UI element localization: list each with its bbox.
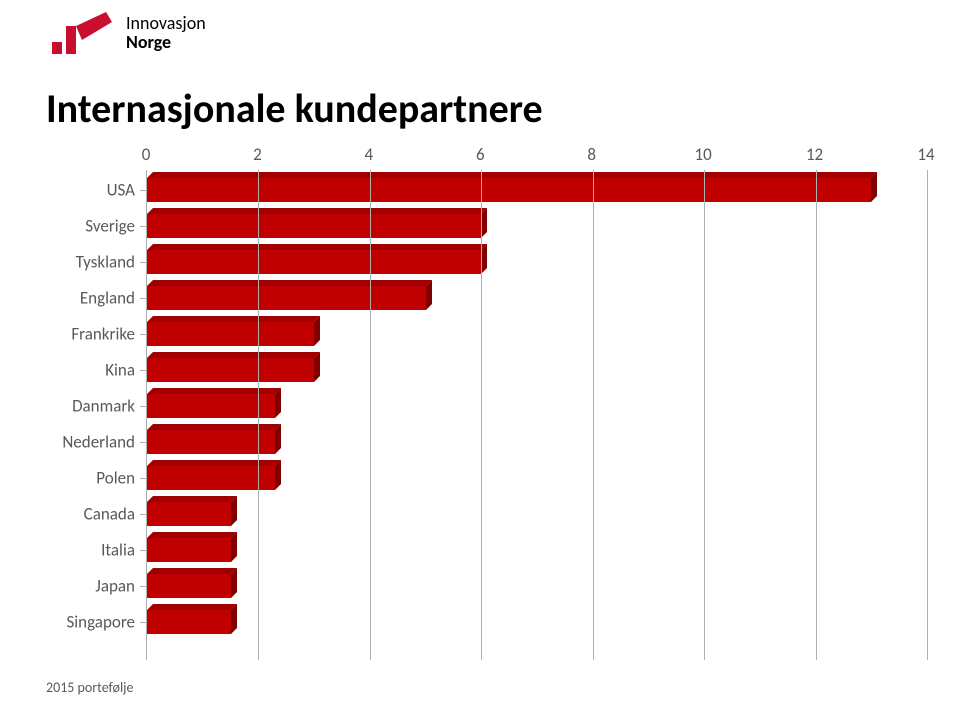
x-tick-label: 4	[365, 144, 374, 165]
y-tick	[140, 586, 147, 587]
bar	[147, 574, 237, 598]
bar-side-face	[275, 460, 281, 490]
bar	[147, 538, 237, 562]
bar-rows: USASverigeTysklandEnglandFrankrikeKinaDa…	[147, 170, 926, 660]
x-tick-label: 0	[142, 144, 151, 165]
y-tick	[140, 442, 147, 443]
bar	[147, 394, 281, 418]
x-tick-label: 12	[806, 144, 823, 165]
y-tick	[140, 262, 147, 263]
bar-front	[147, 250, 481, 274]
bar-front	[147, 178, 871, 202]
y-label: Sverige	[85, 216, 135, 237]
bar-chart: 02468101214 USASverigeTysklandEnglandFra…	[46, 140, 926, 670]
bar	[147, 286, 432, 310]
x-tick-label: 2	[253, 144, 262, 165]
y-label: Singapore	[66, 612, 135, 633]
y-tick	[140, 550, 147, 551]
bar	[147, 502, 237, 526]
bar	[147, 214, 487, 238]
y-tick	[140, 514, 147, 515]
bar	[147, 610, 237, 634]
x-axis: 02468101214	[146, 140, 926, 170]
bar-front	[147, 430, 275, 454]
bar	[147, 178, 877, 202]
bar-side-face	[275, 424, 281, 454]
bar	[147, 466, 281, 490]
y-label: Frankrike	[71, 324, 135, 345]
bar	[147, 250, 487, 274]
plot-area: USASverigeTysklandEnglandFrankrikeKinaDa…	[146, 170, 926, 660]
y-label: Kina	[105, 360, 135, 381]
bar-front	[147, 502, 231, 526]
y-tick	[140, 190, 147, 191]
logo-text: Innovasjon Norge	[126, 14, 206, 52]
y-label: Polen	[96, 468, 135, 489]
bar-side-face	[231, 604, 237, 634]
bar-side-face	[314, 316, 320, 346]
bar-side-face	[314, 352, 320, 382]
bar-front	[147, 358, 314, 382]
grid-line	[593, 170, 594, 660]
y-label: Japan	[95, 576, 135, 597]
x-tick-label: 14	[917, 144, 934, 165]
y-tick	[140, 334, 147, 335]
bar-front	[147, 538, 231, 562]
x-tick-label: 6	[476, 144, 485, 165]
brand-logo: Innovasjon Norge	[52, 12, 206, 54]
bar-side-face	[871, 172, 877, 202]
bar-side-face	[231, 496, 237, 526]
bar-side-face	[231, 532, 237, 562]
y-label: Canada	[84, 504, 135, 525]
grid-line	[481, 170, 482, 660]
y-tick	[140, 298, 147, 299]
bar-front	[147, 574, 231, 598]
page-title: Internasjonale kundepartnere	[46, 84, 543, 133]
x-tick-label: 8	[587, 144, 596, 165]
grid-line	[704, 170, 705, 660]
y-tick	[140, 622, 147, 623]
grid-line	[927, 170, 928, 660]
grid-line	[816, 170, 817, 660]
bar	[147, 358, 320, 382]
y-label: Italia	[101, 540, 135, 561]
y-tick	[140, 226, 147, 227]
y-label: Nederland	[62, 432, 135, 453]
logo-mark-icon	[52, 12, 116, 54]
bar-front	[147, 466, 275, 490]
x-tick-label: 10	[695, 144, 712, 165]
bar-side-face	[426, 280, 432, 310]
bar-front	[147, 322, 314, 346]
y-tick	[140, 478, 147, 479]
bar-side-face	[231, 568, 237, 598]
y-label: USA	[107, 180, 135, 201]
bar-front	[147, 394, 275, 418]
y-label: Danmark	[72, 396, 135, 417]
grid-line	[370, 170, 371, 660]
grid-line	[258, 170, 259, 660]
y-label: England	[80, 288, 135, 309]
logo-text-line2: Norge	[126, 33, 206, 52]
bar	[147, 322, 320, 346]
bar-front	[147, 214, 481, 238]
y-tick	[140, 406, 147, 407]
bar-front	[147, 286, 426, 310]
bar-front	[147, 610, 231, 634]
bar-side-face	[275, 388, 281, 418]
footer-note: 2015 portefølje	[46, 679, 133, 696]
bar	[147, 430, 281, 454]
y-label: Tyskland	[76, 252, 135, 273]
y-tick	[140, 370, 147, 371]
